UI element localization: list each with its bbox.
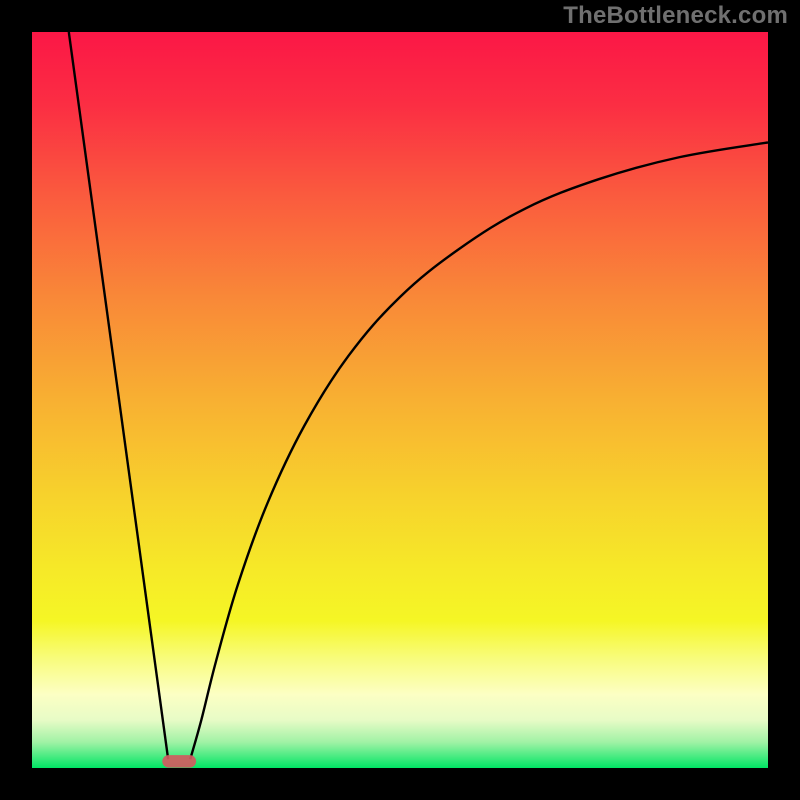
chart-stage: TheBottleneck.com xyxy=(0,0,800,800)
plot-background xyxy=(32,32,768,768)
watermark-text: TheBottleneck.com xyxy=(563,2,788,30)
minimum-marker xyxy=(162,755,196,768)
bottleneck-chart xyxy=(0,0,800,800)
